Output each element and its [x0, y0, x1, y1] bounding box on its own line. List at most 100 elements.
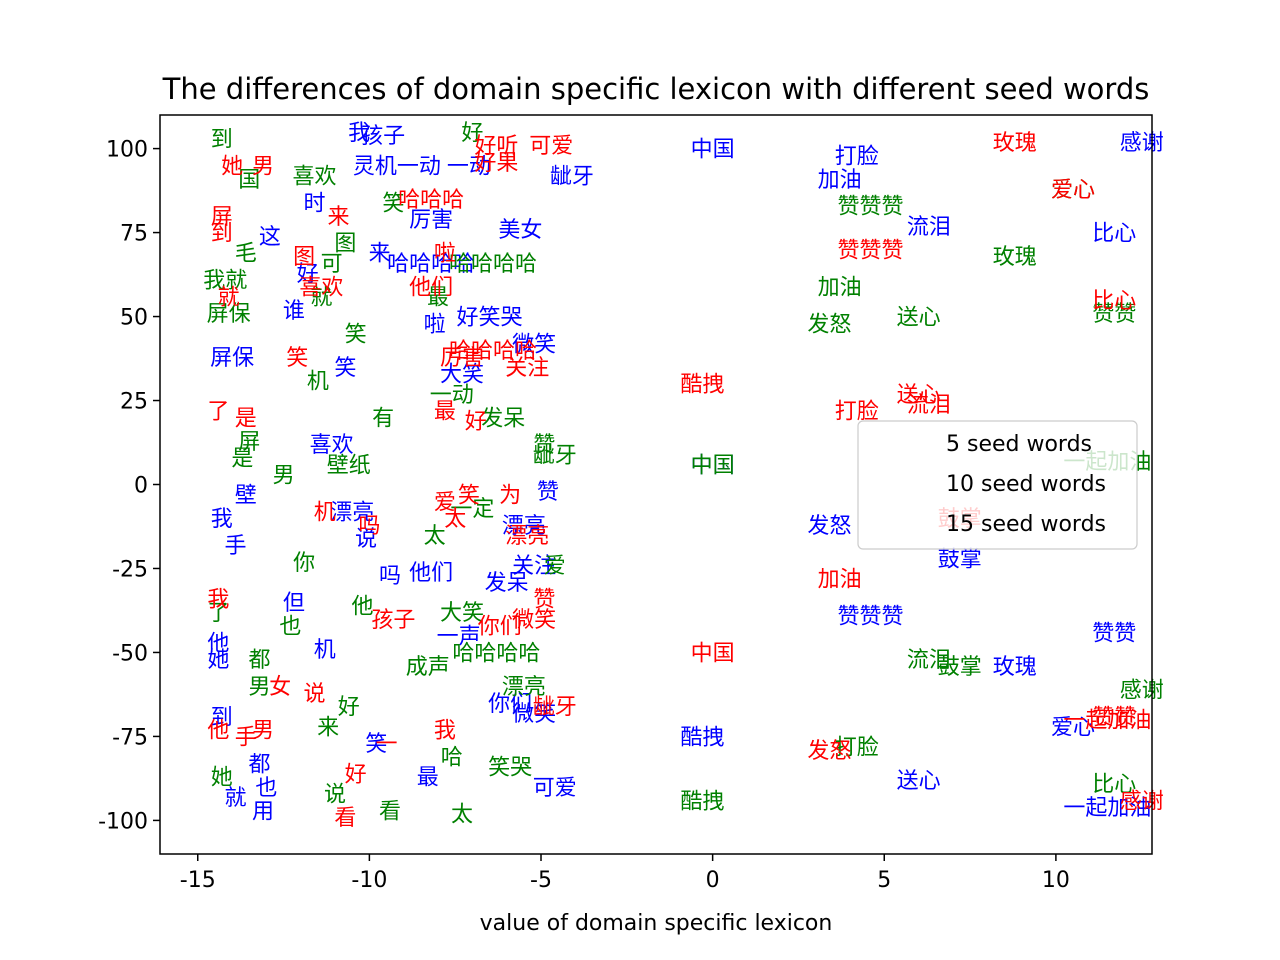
y-tick-label: -100	[98, 809, 148, 834]
word-point: 笑	[286, 346, 308, 371]
word-point: 一起加油	[1063, 709, 1151, 734]
word-point: 酷拽	[680, 373, 724, 398]
word-point: 他们	[409, 275, 453, 300]
word-point: 太	[451, 803, 473, 828]
word-point: 送心	[897, 306, 941, 331]
word-point: 你们	[488, 692, 532, 717]
x-tick-label: 10	[1042, 868, 1070, 893]
word-point: 成声	[406, 655, 450, 680]
word-point: 屏保	[210, 346, 254, 371]
word-point: 爱	[544, 554, 566, 579]
word-point: 男	[273, 463, 295, 488]
word-point: 也	[255, 776, 277, 801]
word-point: 感谢	[1120, 131, 1164, 156]
word-point: 他们	[409, 561, 453, 586]
word-point: 好笑哭	[457, 306, 523, 331]
word-point: 你	[293, 551, 315, 576]
word-point: 喜欢	[292, 164, 336, 189]
word-point: 赞赞	[1092, 621, 1136, 646]
word-point: 漂亮	[330, 500, 374, 525]
word-point: 感谢	[1120, 678, 1164, 703]
word-point: 最	[417, 766, 439, 791]
word-point: 手	[225, 534, 247, 559]
word-point: 时	[303, 191, 325, 216]
word-point: 哈哈哈哈	[452, 641, 540, 666]
word-point: 哈	[441, 746, 463, 771]
word-point: 灵机一动	[353, 154, 441, 179]
word-point: 赞赞赞	[838, 195, 904, 220]
word-point: 赞	[533, 588, 555, 613]
word-point: 说	[303, 682, 325, 707]
word-point: 送心	[897, 769, 941, 794]
word-point: 厉害	[440, 346, 484, 371]
y-tick-label: -75	[112, 725, 148, 750]
word-point: 漂亮	[502, 514, 546, 539]
x-tick-label: -5	[530, 868, 552, 893]
word-point: 赞赞	[1092, 705, 1136, 730]
word-point: 中国	[691, 453, 735, 478]
word-point: 好听	[474, 134, 518, 159]
word-point: 看	[379, 799, 401, 824]
word-points-layer: 中国 感谢打脸加油比心流泪中国发怒鼓掌赞赞赞赞赞玫瑰爱心酷拽送心一起加油哈哈哈哈啦…	[203, 121, 1164, 831]
word-point: 说	[355, 527, 377, 552]
word-point: 可爱	[529, 134, 573, 159]
word-point: 比心	[1092, 772, 1136, 797]
word-point: 赞赞赞	[838, 605, 904, 630]
word-point: 她	[211, 766, 233, 791]
word-point: 赞	[537, 480, 559, 505]
word-point: 图	[293, 245, 315, 270]
word-point: 爱心	[1051, 715, 1095, 740]
word-point: 都	[249, 648, 271, 673]
legend-entry-15-seed-words: 15 seed words	[946, 512, 1106, 537]
word-point: 龇牙	[550, 164, 594, 189]
word-point: 好	[338, 695, 360, 720]
word-point: 笑	[345, 322, 367, 347]
word-point: 看	[334, 806, 356, 831]
word-point: 哈哈哈哈	[387, 252, 475, 277]
word-point: 微笑	[512, 608, 556, 633]
word-point: 是	[235, 406, 257, 431]
word-point: 机	[307, 369, 329, 394]
word-point: 壁	[235, 484, 257, 509]
word-point: 了	[207, 400, 229, 425]
word-point: 鼓掌	[938, 655, 982, 680]
word-point: 笑哭	[488, 756, 532, 781]
word-point: 厉害	[409, 208, 453, 233]
word-point: 打脸	[835, 736, 879, 761]
word-point: 大笑	[440, 601, 484, 626]
word-point: 发怒	[807, 514, 851, 539]
word-point: 屏保	[207, 302, 251, 327]
word-point: 壁纸	[327, 453, 371, 478]
word-point: 我	[348, 121, 370, 146]
word-point: 一起加油	[1063, 796, 1151, 821]
word-point: 加油	[818, 168, 862, 193]
word-point: 孩子	[371, 608, 415, 633]
word-point: 鼓掌	[938, 547, 982, 572]
word-point: 我就	[203, 269, 247, 294]
word-point: 笑	[382, 191, 404, 216]
word-point: 也	[279, 615, 301, 640]
word-point: 到	[211, 705, 233, 730]
word-point: 国	[238, 168, 260, 193]
word-point: 玫瑰	[993, 655, 1037, 680]
word-point: 哈哈哈哈	[449, 252, 537, 277]
word-point: 哈哈哈	[398, 188, 464, 213]
word-point: 男	[249, 675, 271, 700]
word-point: 机	[314, 638, 336, 663]
word-point: 就	[225, 786, 247, 811]
word-point: 你们	[478, 615, 522, 640]
word-point: 他	[352, 594, 374, 619]
x-tick-label: 5	[877, 868, 891, 893]
word-point: 好	[461, 121, 483, 146]
word-point: 一动	[430, 383, 474, 408]
word-point: 图	[334, 232, 356, 257]
word-point: 酷拽	[680, 725, 724, 750]
word-point: 比心	[1092, 289, 1136, 314]
word-point: 漂亮	[502, 675, 546, 700]
word-point: 微笑	[512, 332, 556, 357]
word-point: 吗	[379, 564, 401, 589]
word-point: 赞赞	[1092, 302, 1136, 327]
x-tick-label: -10	[351, 868, 387, 893]
word-point: 女	[269, 675, 291, 700]
